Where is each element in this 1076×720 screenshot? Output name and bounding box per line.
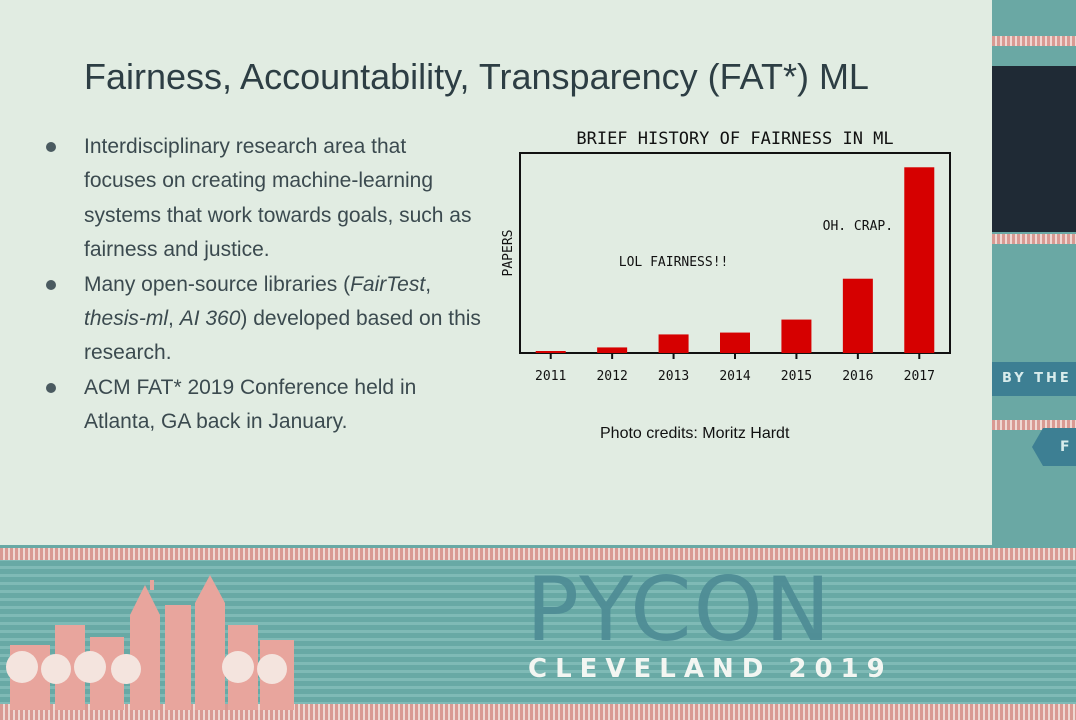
pink-band [992, 234, 1076, 244]
pink-band [0, 548, 1076, 560]
chart-title: BRIEF HISTORY OF FAIRNESS IN ML [576, 129, 893, 149]
fairness-history-chart: BRIEF HISTORY OF FAIRNESS IN ML PAPERS 2… [501, 129, 951, 384]
chart-bar [781, 319, 812, 353]
bullet-item: Many open-source libraries (FairTest, th… [44, 268, 484, 371]
pink-band [992, 36, 1076, 46]
bullet-item: ACM FAT* 2019 Conference held in Atlanta… [44, 371, 484, 440]
skyline-illustration [6, 575, 294, 710]
chart-bar [658, 334, 689, 353]
photo-credit: Photo credits: Moritz Hardt [600, 425, 790, 442]
chart-bar [904, 167, 935, 353]
bullet-text: Interdisciplinary research area that foc… [84, 135, 472, 262]
chart-x-tick-label: 2017 [904, 369, 935, 384]
library-name: AI 360 [179, 307, 241, 331]
bullet-list: Interdisciplinary research area that foc… [44, 130, 484, 440]
side-tag: BY THE [992, 362, 1076, 396]
pycon-city-year: CLEVELAND 2019 [528, 654, 893, 684]
pink-band [992, 420, 1076, 430]
chart-bar [597, 347, 628, 353]
bullet-text: , [425, 272, 432, 296]
bullet-dot-icon [46, 142, 56, 152]
chart-bar [720, 332, 750, 353]
pycon-logo: PYCON [526, 558, 833, 661]
bullet-text: , [168, 307, 180, 331]
chart-bar [535, 351, 566, 353]
bullet-text: ACM FAT* 2019 Conference held in Atlanta… [84, 375, 417, 434]
chart-x-tick-label: 2013 [658, 369, 689, 384]
bullet-text: Many open-source libraries ( [84, 272, 351, 296]
bullet-dot-icon [46, 279, 56, 290]
chart-annotation: OH. CRAP. [823, 219, 893, 234]
chart-x-tick-label: 2016 [842, 369, 873, 384]
chart-x-tick-label: 2014 [719, 369, 750, 384]
bullet-text: ) developed based on this research. [84, 307, 481, 365]
side-screen [992, 66, 1076, 232]
presentation-slide: Fairness, Accountability, Transparency (… [0, 0, 992, 545]
bullet-item: Interdisciplinary research area that foc… [44, 130, 484, 268]
slide-title: Fairness, Accountability, Transparency (… [84, 56, 869, 97]
chart-x-tick-label: 2011 [535, 369, 566, 384]
bullet-dot-icon [46, 382, 56, 393]
library-name: thesis-ml [84, 307, 169, 331]
chart-y-axis-label: PAPERS [501, 230, 516, 277]
chart-annotation: LOL FAIRNESS!! [619, 255, 729, 270]
chart-bar [842, 278, 873, 353]
side-arrow-tag: F [1032, 428, 1076, 466]
chart-plot-frame [519, 152, 951, 354]
chart-x-tick-label: 2015 [781, 369, 812, 384]
chart-x-tick-label: 2012 [596, 369, 627, 384]
library-name: FairTest [350, 272, 426, 296]
